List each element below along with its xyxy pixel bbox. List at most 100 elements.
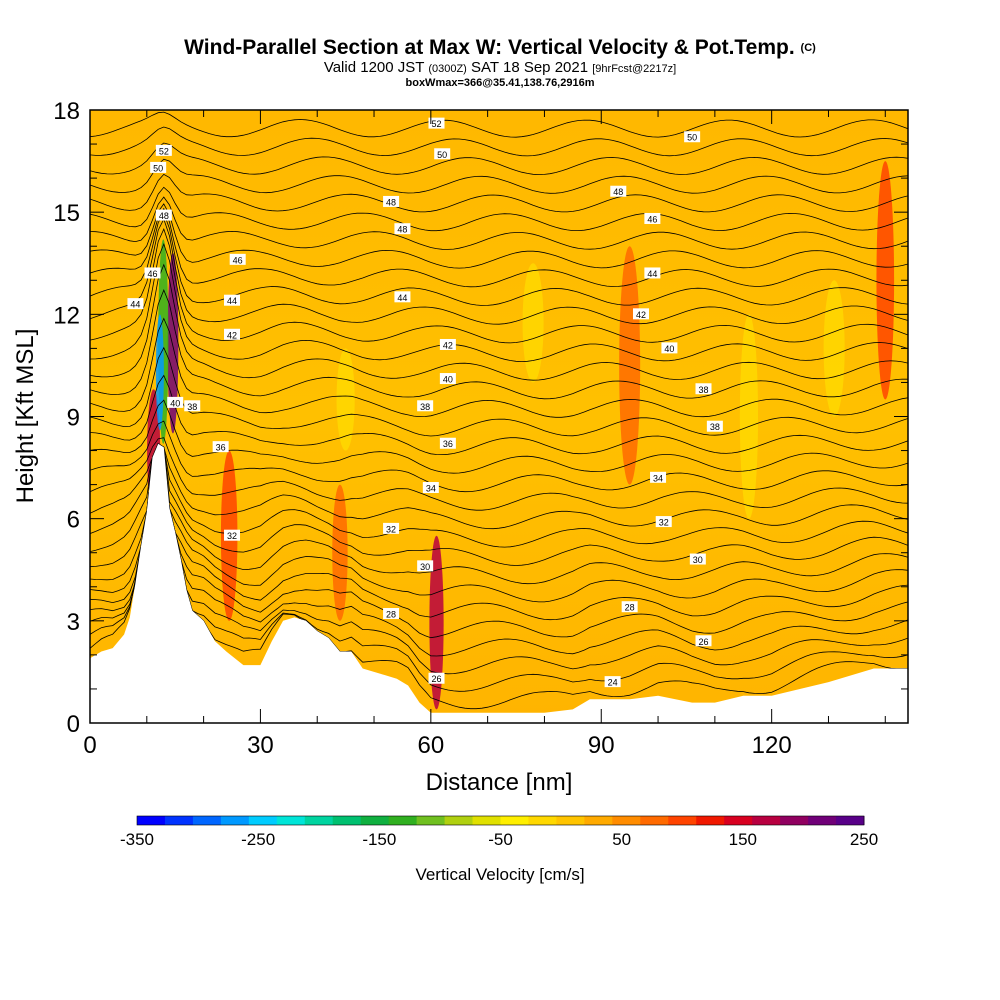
y-tick-label: 6 (67, 507, 80, 534)
theta-label-text: 50 (153, 163, 163, 173)
theta-label-bg (439, 437, 456, 449)
theta-label: 48 (383, 195, 400, 207)
velocity-plume-6 (332, 484, 348, 621)
theta-label-text: 44 (130, 300, 140, 310)
velocity-plume-7 (429, 535, 444, 710)
colorbar-swatch (780, 816, 809, 825)
theta-label: 48 (155, 209, 172, 221)
theta-label-bg (434, 148, 451, 160)
x-tick-label: 30 (247, 732, 274, 759)
velocity-plume-10 (823, 280, 845, 417)
colorbar-swatch (276, 816, 306, 825)
velocity-plume-2 (167, 253, 179, 434)
theta-label: 38 (706, 420, 723, 432)
y-tick-label: 12 (53, 302, 80, 329)
theta-label-bg (610, 185, 627, 197)
title-block: Wind-Parallel Section at Max W: Vertical… (0, 36, 1000, 89)
colorbar-swatch (248, 816, 278, 825)
theta-label: 40 (439, 373, 456, 385)
x-tick-label: 120 (752, 732, 792, 759)
box-max-info: boxWmax=366@35.41,138.76,2916m (405, 77, 595, 89)
theta-contour-line (90, 186, 908, 232)
theta-contour-line (90, 158, 908, 194)
theta-label-text: 44 (397, 293, 407, 303)
theta-label-bg (428, 117, 445, 129)
theta-label-text: 36 (216, 443, 226, 453)
theta-label-text: 30 (693, 555, 703, 565)
y-tick-label: 3 (67, 609, 80, 636)
theta-label-text: 48 (613, 187, 623, 197)
theta-label-text: 46 (147, 269, 157, 279)
colorbar-swatch (304, 816, 334, 825)
colorbar-swatch (612, 816, 641, 825)
theta-label: 40 (661, 342, 678, 354)
theta-label-bg (439, 338, 456, 350)
theta-label-bg (383, 522, 400, 534)
theta-contour-line (90, 443, 908, 566)
theta-label-text: 40 (443, 375, 453, 385)
x-axis-label: Distance [nm] (426, 769, 573, 796)
theta-label: 32 (383, 522, 400, 534)
velocity-plume-9 (876, 161, 895, 400)
colorbar-swatch (556, 816, 585, 825)
theta-label-bg (229, 253, 246, 265)
theta-label-text: 48 (386, 197, 396, 207)
colorbar-swatch (668, 816, 697, 825)
theta-contour-line (90, 443, 908, 692)
theta-label-bg (155, 144, 172, 156)
theta-label: 28 (621, 601, 638, 613)
theta-label-bg (633, 308, 650, 320)
y-tick-label: 9 (67, 405, 80, 432)
theta-label-text: 38 (710, 422, 720, 432)
theta-label: 42 (439, 338, 456, 350)
colorbar-swatch (332, 816, 362, 825)
theta-label-text: 44 (647, 269, 657, 279)
y-axis-label: Height [Kft MSL] (12, 329, 39, 504)
theta-label-text: 50 (687, 133, 697, 143)
theta-label-bg (706, 420, 723, 432)
theta-contour-labels: 52 50 52 50 50 48 48 48 48 46 46 46 44 44 44 44 42 42 42 40… (127, 117, 723, 688)
theta-label-bg (684, 131, 701, 143)
theta-contour-line (90, 443, 908, 675)
theta-label-text: 50 (437, 150, 447, 160)
theta-label-text: 36 (443, 439, 453, 449)
theta-label-text: 42 (443, 340, 453, 350)
theta-label: 50 (150, 161, 167, 173)
theta-label-bg (394, 291, 411, 303)
theta-label-bg (695, 383, 712, 395)
theta-label: 40 (167, 396, 184, 408)
theta-label-bg (224, 529, 241, 541)
theta-label-text: 46 (233, 255, 243, 265)
velocity-plume-8 (619, 246, 641, 485)
theta-label: 34 (650, 471, 667, 483)
theta-label-bg (167, 396, 184, 408)
x-tick-label: 90 (588, 732, 615, 759)
theta-label-bg (383, 195, 400, 207)
colorbar-swatch (164, 816, 194, 825)
theta-label-bg (604, 676, 621, 688)
theta-label: 46 (144, 267, 161, 279)
theta-label-text: 32 (227, 531, 237, 541)
theta-label: 44 (127, 298, 144, 310)
theta-label: 38 (184, 400, 201, 412)
theta-label: 44 (394, 291, 411, 303)
colorbar-swatch (584, 816, 613, 825)
theta-contours (90, 111, 908, 710)
theta-label-bg (417, 560, 434, 572)
theta-label-text: 24 (608, 678, 618, 688)
theta-label-text: 40 (170, 398, 180, 408)
theta-label-text: 52 (159, 146, 169, 156)
colorbar-frame (136, 815, 865, 826)
colorbar-tick-label: 50 (612, 830, 631, 849)
colorbar-tick-label: -150 (362, 830, 396, 849)
colorbar-tick-label: -50 (488, 830, 513, 849)
theta-label: 44 (224, 294, 241, 306)
theta-label: 32 (224, 529, 241, 541)
theta-contour-line (90, 346, 908, 437)
theta-label-text: 38 (187, 402, 197, 412)
theta-contour-line (90, 142, 908, 176)
theta-label-text: 32 (659, 518, 669, 528)
theta-label-text: 46 (647, 214, 657, 224)
theta-label: 26 (428, 672, 445, 684)
